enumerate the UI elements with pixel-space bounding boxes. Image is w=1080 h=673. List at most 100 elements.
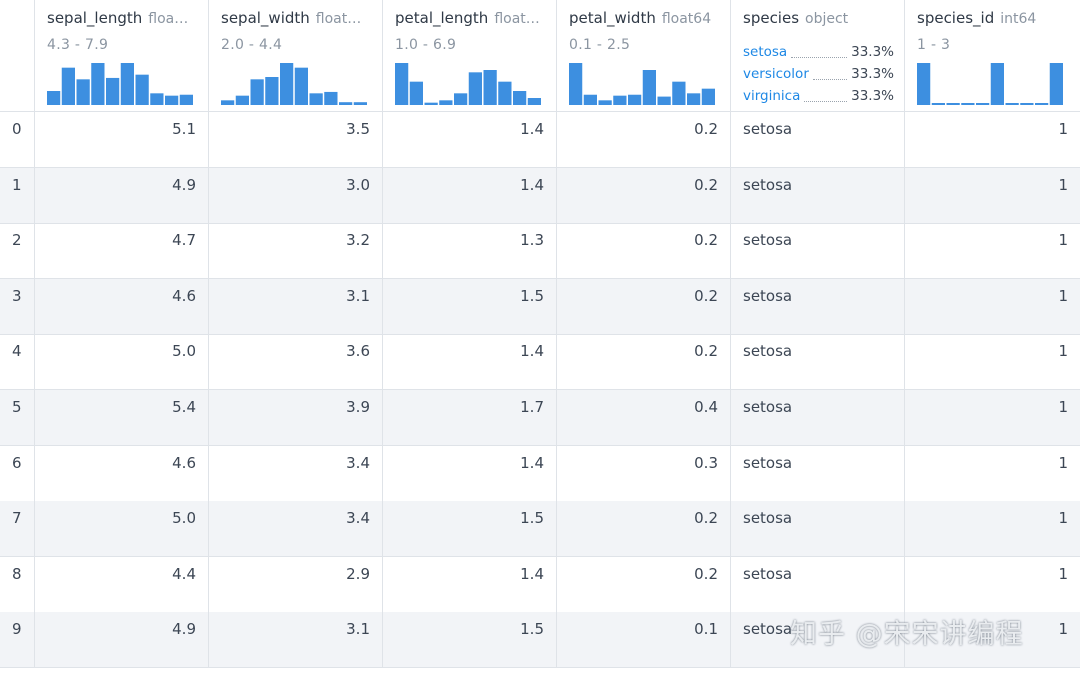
cell-species-id[interactable]: 1 xyxy=(1058,231,1068,250)
cell-petal-length[interactable]: 1.7 xyxy=(383,390,557,445)
table-row[interactable]: 2 4.7 3.2 1.3 0.2 setosa 1 xyxy=(0,223,1080,280)
category-item[interactable]: versicolor 33.3% xyxy=(743,63,894,85)
column-name: species xyxy=(743,9,800,27)
cell-petal-width[interactable]: 0.2 xyxy=(557,278,731,334)
table-row[interactable]: 9 4.9 3.1 1.5 0.1 setosa 1 xyxy=(0,612,1080,669)
column-header-species-id[interactable]: species_id int64 1 - 3 xyxy=(905,0,1080,111)
column-header-sepal-length[interactable]: sepal_length floa… 4.3 - 7.9 xyxy=(35,0,209,111)
cell-petal-width[interactable]: 0.2 xyxy=(557,556,731,612)
cell-sepal-length[interactable]: 4.9 xyxy=(35,612,209,668)
cell-petal-width[interactable]: 0.2 xyxy=(557,167,731,223)
cell-species-id[interactable]: 1 xyxy=(1058,453,1068,472)
cell-sepal-width[interactable]: 3.1 xyxy=(209,278,383,334)
cell-species-id[interactable]: 1 xyxy=(1058,398,1068,416)
cell-species[interactable]: setosa xyxy=(731,445,905,501)
category-label: virginica xyxy=(743,88,801,104)
cell-species[interactable]: setosa xyxy=(731,612,905,668)
cell-species[interactable]: setosa xyxy=(731,334,905,390)
cell-sepal-length[interactable]: 5.1 xyxy=(35,112,209,167)
column-name: petal_width xyxy=(569,9,656,27)
table-row[interactable]: 6 4.6 3.4 1.4 0.3 setosa 1 xyxy=(0,445,1080,502)
histogram-bar xyxy=(527,98,541,105)
histogram-bar xyxy=(598,100,612,105)
cell-sepal-width[interactable]: 3.0 xyxy=(209,167,383,223)
cell-species-id[interactable]: 1 xyxy=(1058,620,1068,639)
cell-sepal-length[interactable]: 5.0 xyxy=(35,334,209,390)
category-item[interactable]: virginica 33.3% xyxy=(743,85,894,107)
row-index: 8 xyxy=(0,556,35,612)
cell-petal-length[interactable]: 1.5 xyxy=(383,278,557,334)
histogram-bar xyxy=(642,70,656,105)
table-row[interactable]: 8 4.4 2.9 1.4 0.2 setosa 1 xyxy=(0,556,1080,613)
column-header-petal-width[interactable]: petal_width float64 0.1 - 2.5 xyxy=(557,0,731,111)
histogram-bar xyxy=(687,93,701,105)
histogram-bar xyxy=(339,102,353,105)
cell-petal-length[interactable]: 1.4 xyxy=(383,445,557,501)
histogram-bar xyxy=(946,103,960,105)
table-row[interactable]: 7 5.0 3.4 1.5 0.2 setosa 1 xyxy=(0,501,1080,558)
histogram-bar xyxy=(353,102,367,105)
table-row[interactable]: 5 5.4 3.9 1.7 0.4 setosa 1 xyxy=(0,390,1080,446)
column-header-species[interactable]: species object setosa 33.3% versicolor 33.3… xyxy=(731,0,905,111)
cell-petal-length[interactable]: 1.4 xyxy=(383,334,557,390)
cell-sepal-length[interactable]: 4.6 xyxy=(35,445,209,501)
cell-petal-length[interactable]: 1.3 xyxy=(383,223,557,279)
cell-species-id[interactable]: 1 xyxy=(1058,342,1068,361)
cell-species-id[interactable]: 1 xyxy=(1058,120,1068,138)
cell-sepal-length[interactable]: 4.4 xyxy=(35,556,209,612)
cell-sepal-width[interactable]: 2.9 xyxy=(209,556,383,612)
cell-sepal-width[interactable]: 3.6 xyxy=(209,334,383,390)
histogram-bar xyxy=(439,100,453,105)
cell-petal-width[interactable]: 0.2 xyxy=(557,223,731,279)
histogram-bar xyxy=(569,63,583,105)
cell-petal-length[interactable]: 1.4 xyxy=(383,112,557,167)
cell-sepal-width[interactable]: 3.5 xyxy=(209,112,383,167)
cell-sepal-length[interactable]: 4.6 xyxy=(35,278,209,334)
histogram-bar xyxy=(120,63,134,105)
cell-species[interactable]: setosa xyxy=(731,501,905,557)
cell-species[interactable]: setosa xyxy=(731,167,905,223)
column-dtype: float… xyxy=(494,11,540,27)
cell-petal-width[interactable]: 0.2 xyxy=(557,112,731,167)
cell-species[interactable]: setosa xyxy=(731,390,905,445)
cell-species[interactable]: setosa xyxy=(731,556,905,612)
cell-species[interactable]: setosa xyxy=(731,223,905,279)
cell-sepal-length[interactable]: 5.4 xyxy=(35,390,209,445)
cell-sepal-width[interactable]: 3.4 xyxy=(209,445,383,501)
table-row[interactable]: 1 4.9 3.0 1.4 0.2 setosa 1 xyxy=(0,167,1080,224)
cell-petal-width[interactable]: 0.3 xyxy=(557,445,731,501)
histogram-bar xyxy=(47,91,61,105)
cell-petal-width[interactable]: 0.1 xyxy=(557,612,731,668)
cell-species[interactable]: setosa xyxy=(731,278,905,334)
cell-species-id[interactable]: 1 xyxy=(1058,175,1068,194)
table-row[interactable]: 0 5.1 3.5 1.4 0.2 setosa 1 xyxy=(0,112,1080,168)
table-row[interactable]: 4 5.0 3.6 1.4 0.2 setosa 1 xyxy=(0,334,1080,391)
cell-petal-length[interactable]: 1.4 xyxy=(383,556,557,612)
histogram-bar xyxy=(395,63,409,105)
cell-sepal-length[interactable]: 5.0 xyxy=(35,501,209,557)
cell-petal-length[interactable]: 1.5 xyxy=(383,612,557,668)
column-header-sepal-width[interactable]: sepal_width float… 2.0 - 4.4 xyxy=(209,0,383,111)
category-item[interactable]: setosa 33.3% xyxy=(743,41,894,63)
cell-sepal-length[interactable]: 4.9 xyxy=(35,167,209,223)
column-header-petal-length[interactable]: petal_length float… 1.0 - 6.9 xyxy=(383,0,557,111)
cell-sepal-width[interactable]: 3.4 xyxy=(209,501,383,557)
cell-petal-width[interactable]: 0.2 xyxy=(557,334,731,390)
category-label: setosa xyxy=(743,44,788,60)
cell-sepal-length[interactable]: 4.7 xyxy=(35,223,209,279)
cell-species-id[interactable]: 1 xyxy=(1058,564,1068,583)
cell-sepal-width[interactable]: 3.9 xyxy=(209,390,383,445)
cell-petal-width[interactable]: 0.2 xyxy=(557,501,731,557)
table-row[interactable]: 3 4.6 3.1 1.5 0.2 setosa 1 xyxy=(0,278,1080,335)
cell-petal-length[interactable]: 1.4 xyxy=(383,167,557,223)
cell-species-id[interactable]: 1 xyxy=(1058,509,1068,528)
cell-petal-length[interactable]: 1.5 xyxy=(383,501,557,557)
category-percent: 33.3% xyxy=(851,66,894,82)
cell-petal-width[interactable]: 0.4 xyxy=(557,390,731,445)
cell-sepal-width[interactable]: 3.1 xyxy=(209,612,383,668)
cell-sepal-width[interactable]: 3.2 xyxy=(209,223,383,279)
cell-species[interactable]: setosa xyxy=(731,112,905,167)
cell-species-id[interactable]: 1 xyxy=(1058,286,1068,305)
row-index: 6 xyxy=(0,445,35,501)
histogram-bar xyxy=(1035,103,1049,105)
